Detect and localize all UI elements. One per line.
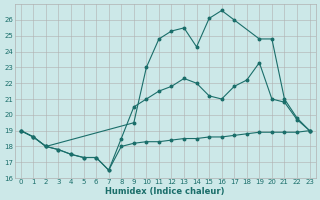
X-axis label: Humidex (Indice chaleur): Humidex (Indice chaleur) <box>106 187 225 196</box>
